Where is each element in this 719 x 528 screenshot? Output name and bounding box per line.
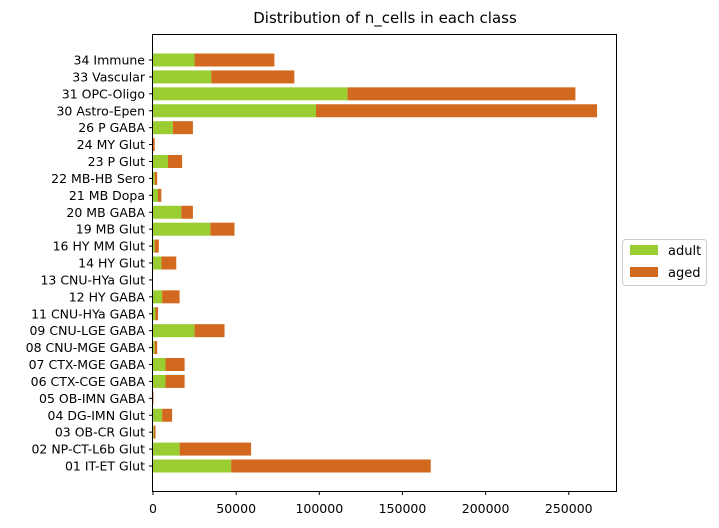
bar-aged-0 — [231, 459, 431, 473]
bar-aged-3 — [162, 408, 173, 422]
bar-aged-8 — [194, 324, 225, 338]
y-tick-label: 01 IT-ET Glut — [65, 459, 145, 474]
bar-aged-14 — [210, 222, 235, 236]
bar-aged-22 — [347, 87, 576, 101]
y-tick-label: 09 CNU-LGE GABA — [29, 323, 145, 338]
legend: adult aged — [622, 239, 707, 286]
x-tick-label: 50000 — [216, 501, 256, 516]
y-tick-label: 06 CTX-CGE GABA — [31, 374, 146, 389]
bar-adult-6 — [153, 358, 166, 371]
bar-aged-4 — [153, 391, 154, 405]
bar-adult-13 — [153, 239, 155, 253]
bar-adult-16 — [153, 188, 158, 202]
bar-aged-15 — [181, 205, 193, 219]
bar-aged-12 — [161, 256, 177, 270]
bar-adult-21 — [153, 104, 316, 118]
y-tick-label: 21 MB Dopa — [69, 188, 145, 203]
plot-area-frame — [152, 34, 617, 492]
bar-adult-5 — [153, 374, 166, 388]
bar-adult-14 — [153, 222, 211, 236]
y-tick-label: 24 MY Glut — [77, 137, 145, 152]
y-tick-label: 26 P GABA — [78, 120, 145, 135]
y-tick-label: 22 MB-HB Sero — [51, 171, 145, 186]
y-tick-label: 19 MB Glut — [76, 222, 145, 237]
bar-adult-12 — [153, 256, 162, 270]
bar-adult-10 — [153, 290, 163, 304]
y-tick-label: 07 CTX-MGE GABA — [29, 357, 146, 372]
bar-aged-7 — [154, 341, 158, 355]
bar-adult-9 — [153, 307, 156, 321]
bar-aged-9 — [155, 307, 158, 321]
bar-adult-0 — [153, 459, 232, 473]
legend-swatch-adult — [630, 245, 658, 255]
bar-adult-15 — [153, 205, 182, 219]
bar-adult-17 — [153, 171, 155, 185]
y-tick-label: 02 NP-CT-L6b Glut — [31, 442, 145, 457]
y-axis-ticks: 01 IT-ET Glut 02 NP-CT-L6b Glut 03 OB-CR G… — [26, 53, 153, 474]
bar-adult-22 — [153, 87, 348, 101]
y-tick-label: 30 Astro-Epen — [56, 103, 145, 118]
bar-aged-24 — [194, 53, 275, 67]
bar-aged-16 — [157, 188, 162, 202]
y-tick-label: 33 Vascular — [72, 69, 146, 84]
bar-aged-5 — [165, 374, 185, 388]
y-tick-label: 34 Immune — [74, 53, 146, 68]
bar-adult-20 — [153, 121, 173, 135]
x-tick-label: 200000 — [462, 501, 510, 516]
x-tick-label: 100000 — [295, 501, 343, 516]
legend-label-adult: adult — [668, 244, 701, 259]
y-tick-label: 31 OPC-Oligo — [62, 86, 145, 101]
bar-aged-10 — [162, 290, 180, 304]
x-axis-ticks: 0 50000 100000 150000 200000 250000 — [149, 491, 593, 516]
bar-aged-1 — [179, 442, 252, 456]
y-tick-label: 05 OB-IMN GABA — [39, 391, 145, 406]
x-tick-label: 150000 — [379, 501, 427, 516]
bar-adult-18 — [153, 155, 168, 168]
bar-adult-7 — [153, 341, 155, 355]
y-tick-label: 04 DG-IMN Glut — [48, 408, 146, 423]
bar-aged-23 — [211, 70, 295, 84]
bar-aged-17 — [154, 171, 158, 185]
bar-adult-24 — [153, 53, 195, 67]
bar-aged-19 — [153, 138, 155, 152]
bar-adult-8 — [153, 324, 195, 338]
bar-adult-2 — [153, 425, 154, 439]
y-tick-label: 03 OB-CR Glut — [55, 425, 145, 440]
x-tick-label: 250000 — [545, 501, 593, 516]
bar-adult-23 — [153, 70, 212, 84]
y-tick-label: 23 P Glut — [88, 154, 145, 169]
y-tick-label: 16 HY MM Glut — [53, 239, 146, 254]
y-tick-label: 13 CNU-HYa Glut — [40, 272, 145, 287]
legend-label-aged: aged — [668, 266, 700, 281]
bar-aged-20 — [172, 121, 193, 135]
bars-layer — [153, 53, 598, 473]
bar-adult-1 — [153, 442, 180, 456]
y-tick-label: 08 CNU-MGE GABA — [26, 340, 146, 355]
bar-aged-21 — [315, 104, 598, 118]
bar-adult-3 — [153, 408, 163, 422]
y-tick-label: 11 CNU-HYa GABA — [31, 306, 145, 321]
y-tick-label: 12 HY GABA — [69, 289, 146, 304]
bar-aged-6 — [165, 358, 185, 371]
legend-swatch-aged — [630, 267, 658, 277]
y-tick-label: 20 MB GABA — [66, 205, 145, 220]
bar-aged-2 — [153, 425, 156, 439]
bar-aged-18 — [167, 155, 183, 168]
bar-aged-13 — [154, 239, 159, 253]
chart-title: Distribution of n_cells in each class — [253, 9, 517, 28]
y-tick-label: 14 HY Glut — [78, 256, 145, 271]
x-tick-label: 0 — [149, 501, 157, 516]
